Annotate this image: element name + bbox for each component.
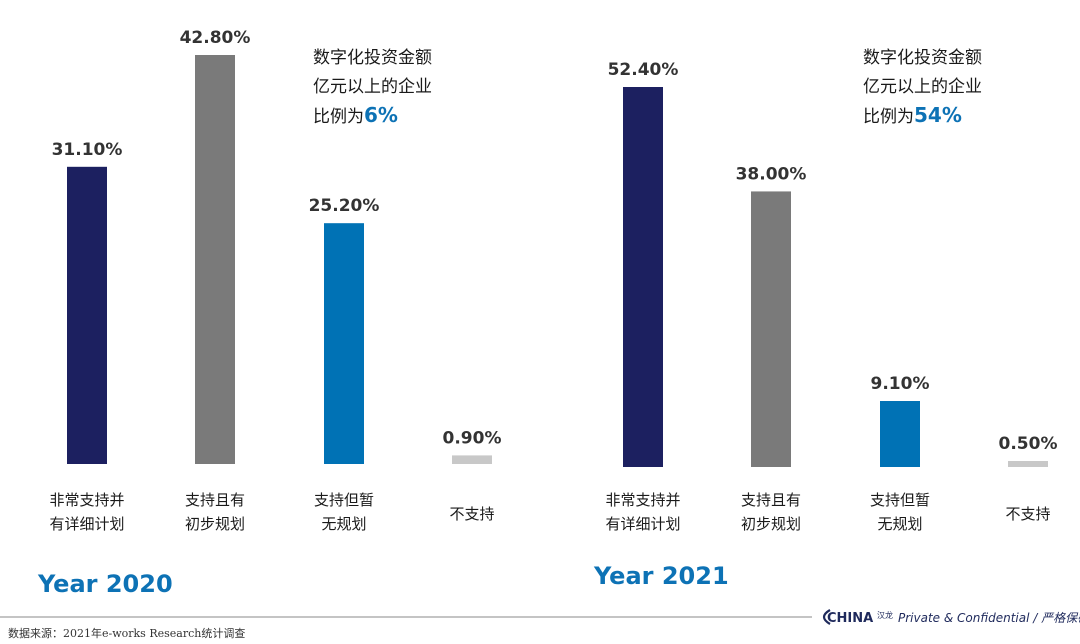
note-line: 比例为54% [863,103,962,127]
category-label: 无规划 [877,515,922,533]
bar [452,455,492,464]
category-label: 无规划 [321,515,366,533]
category-label: 初步规划 [185,515,245,533]
data-label: 38.00% [736,164,807,184]
category-label: 不支持 [1005,505,1050,523]
source-note: 数据来源：2021年e-works Research统计调查 [8,626,245,640]
category-label: 初步规划 [741,515,801,533]
note-highlight: 6% [364,103,398,127]
confidential-label: Private & Confidential / 严格保密 [898,611,1080,625]
bar [623,87,663,467]
bar [1008,461,1048,467]
category-label: 有详细计划 [49,515,124,533]
brand-logo: CHINA 汉龙 [822,609,893,626]
note-highlight: 54% [914,103,962,127]
category-label: 非常支持并 [49,491,124,509]
data-label: 42.80% [180,28,251,48]
category-label: 不支持 [449,505,494,523]
category-label: 支持且有 [185,491,245,509]
note-line: 亿元以上的企业 [313,77,432,97]
bar [324,223,364,464]
data-label: 0.90% [443,428,502,448]
data-label: 0.50% [999,434,1058,454]
note-prefix: 比例为 [313,107,364,127]
category-label: 支持但暂 [314,491,374,509]
data-label: 31.10% [52,140,123,160]
data-label: 25.20% [309,196,380,216]
bar [67,166,107,464]
category-label: 支持但暂 [870,491,930,509]
category-label: 有详细计划 [605,515,680,533]
data-label: 52.40% [608,60,679,80]
note-line: 亿元以上的企业 [863,77,982,97]
note-prefix: 比例为 [863,107,914,127]
note-line: 数字化投资金额 [863,48,982,68]
bar [751,191,791,467]
chart-title: Year 2020 [37,570,173,598]
data-label: 9.10% [871,374,930,394]
bar [880,401,920,467]
category-label: 支持且有 [741,491,801,509]
note-line: 数字化投资金额 [313,48,432,68]
brand-logo-text: CHINA [827,611,873,626]
category-label: 非常支持并 [605,491,680,509]
bar [195,55,235,464]
note-line: 比例为6% [313,103,398,127]
brand-swoosh-icon [822,609,831,625]
chart-title: Year 2021 [593,562,729,590]
brand-logo-sub: 汉龙 [877,610,893,620]
